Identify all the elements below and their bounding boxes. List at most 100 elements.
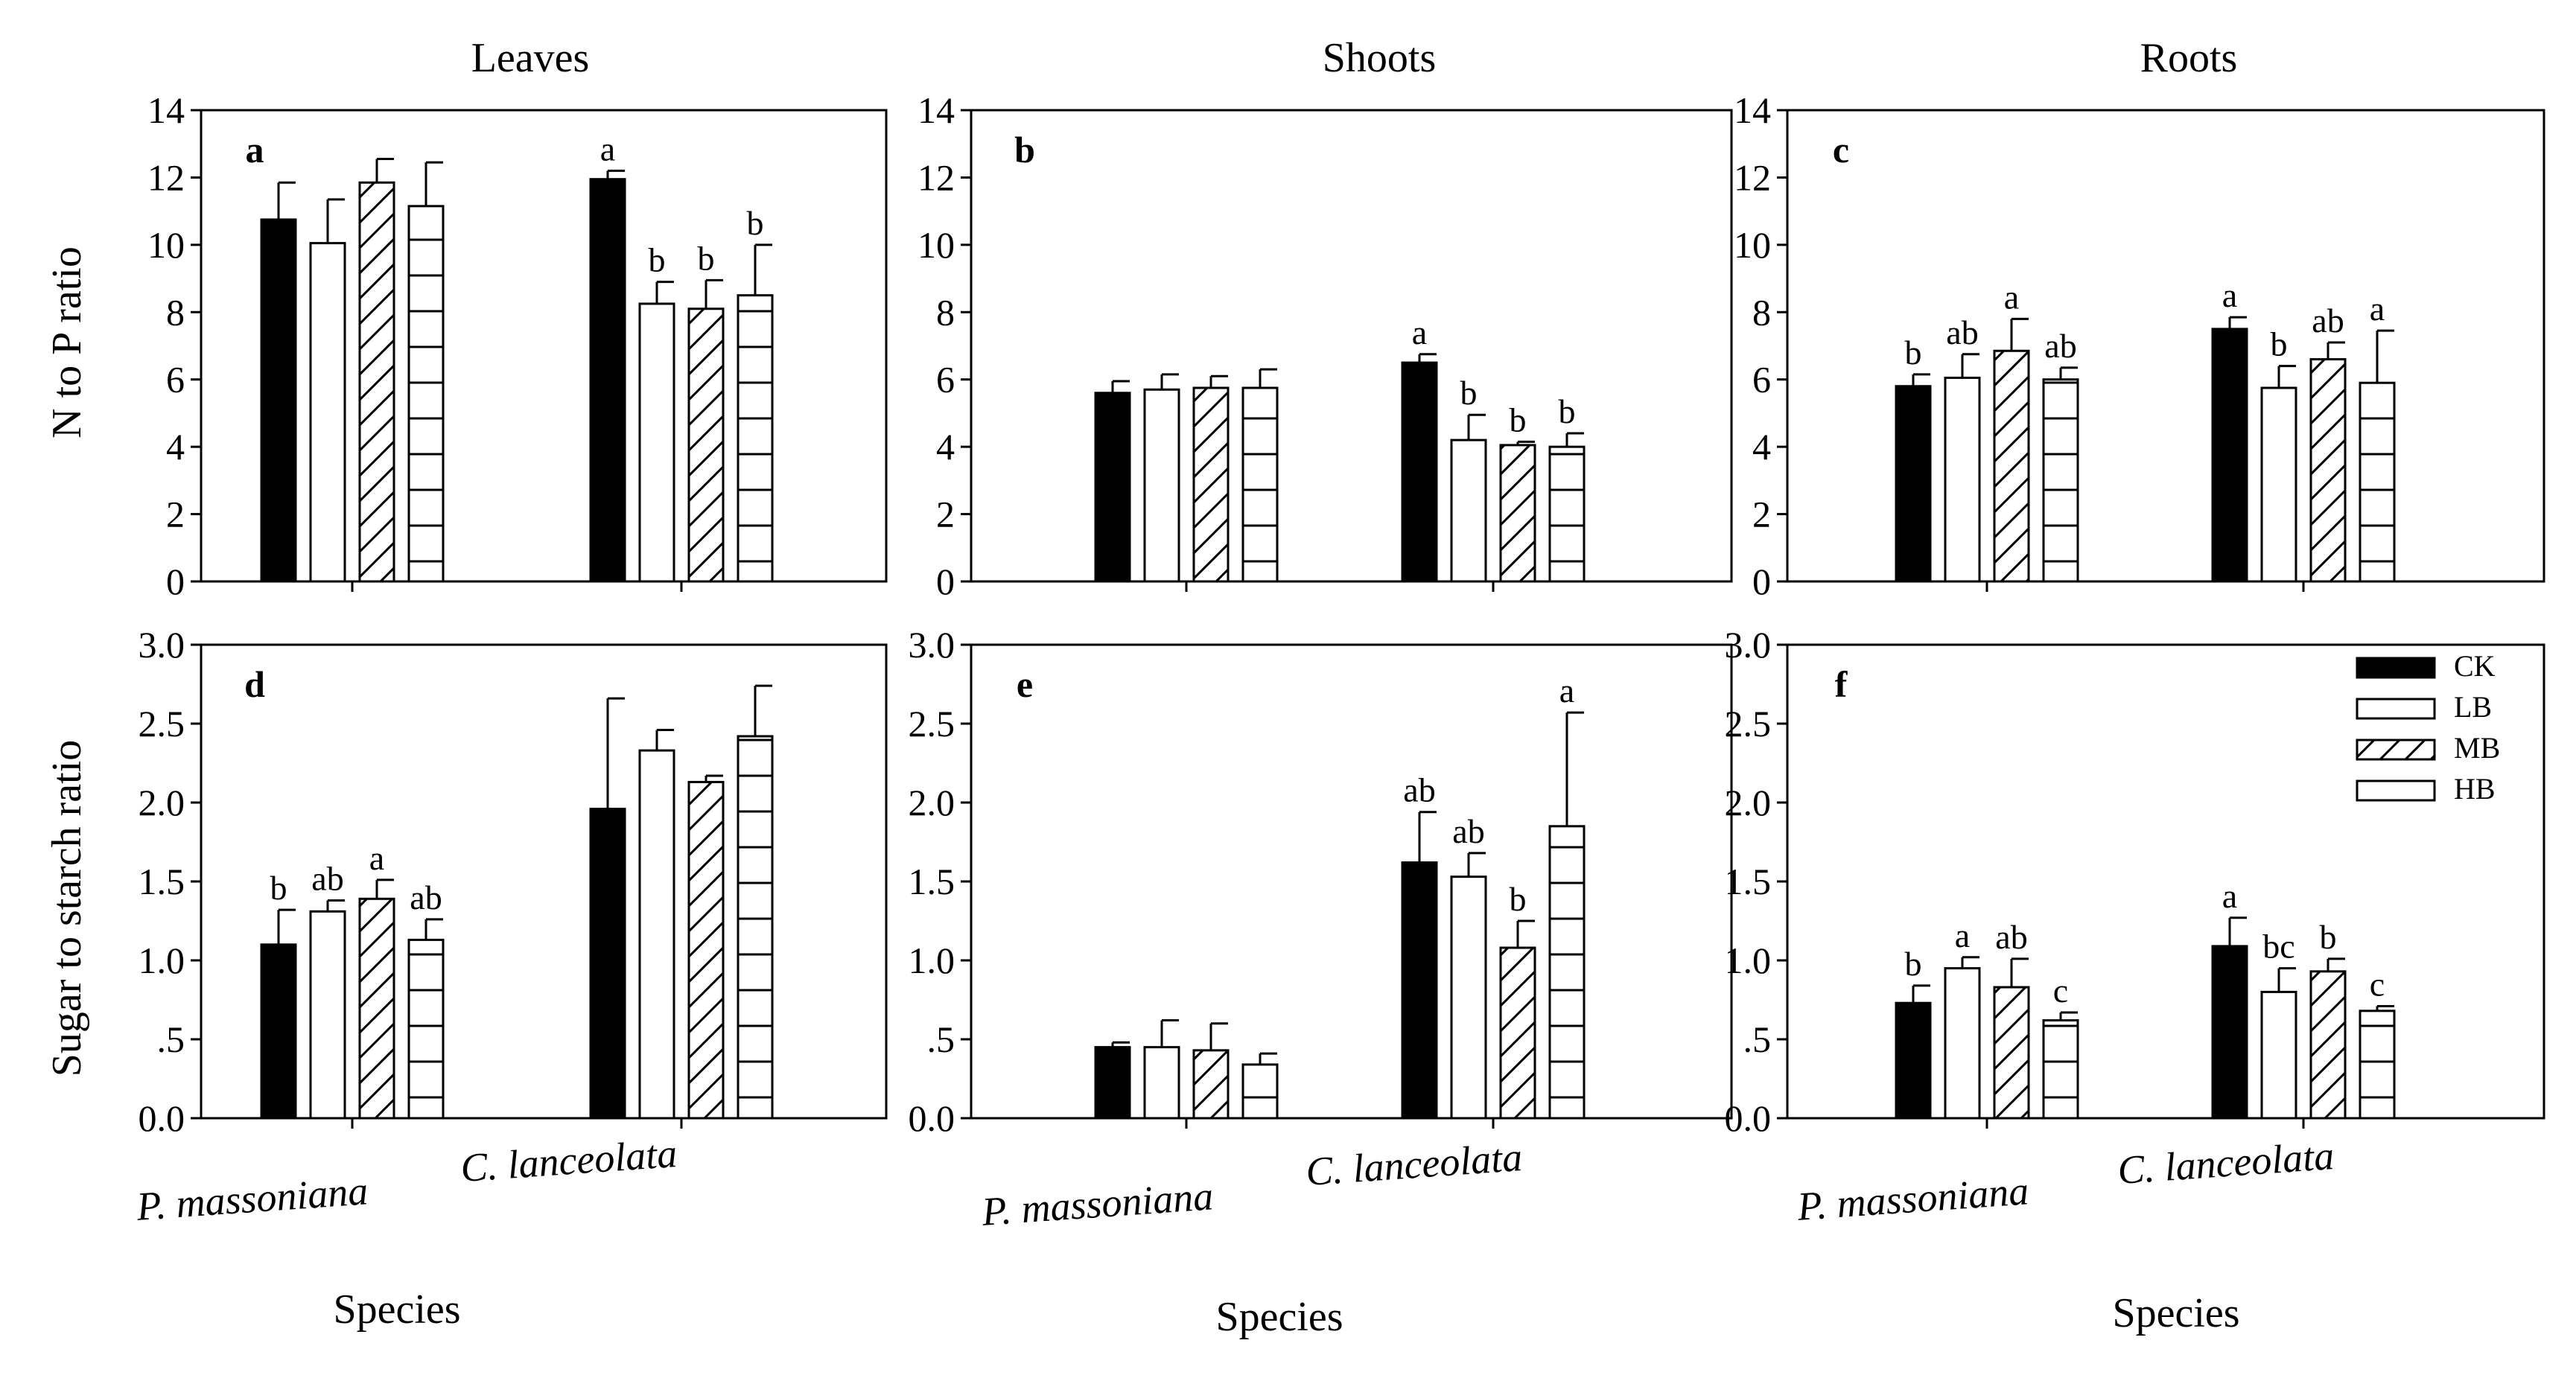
y-tick-label: 4 xyxy=(936,426,955,468)
legend-swatch-mb xyxy=(2356,739,2436,761)
significance-label: c xyxy=(2370,965,2385,1003)
bar-hb xyxy=(737,294,774,583)
species-label: P. massoniana xyxy=(980,1173,1215,1234)
legend-label-hb: HB xyxy=(2454,772,2496,806)
significance-label: b xyxy=(270,869,287,907)
significance-label: b xyxy=(747,204,764,242)
bar-lb xyxy=(2260,386,2297,583)
bar-lb xyxy=(1143,388,1180,583)
x-axis-title-leaves: Species xyxy=(333,1286,460,1333)
plot-frame xyxy=(200,109,888,583)
bar-mb xyxy=(687,307,725,583)
bar-hb xyxy=(1241,1063,1279,1120)
y-tick-label: 0.0 xyxy=(139,1097,185,1139)
y-tick-label: 0.0 xyxy=(1725,1097,1772,1139)
significance-label: a xyxy=(2222,877,2237,915)
bar-hb xyxy=(1548,445,1586,583)
y-tick-label: .5 xyxy=(1743,1018,1772,1060)
legend-label-mb: MB xyxy=(2454,731,2500,765)
panel-letter-f: f xyxy=(1835,663,1848,705)
panel-letter-c: c xyxy=(1833,129,1849,170)
significance-label: a xyxy=(369,839,384,877)
panel-letter-a: a xyxy=(246,129,264,170)
plot-frame xyxy=(970,643,1733,1120)
bar-hb xyxy=(737,735,774,1120)
column-title-leaves: Leaves xyxy=(471,35,590,81)
significance-label: a xyxy=(2222,276,2237,314)
y-tick-label: 3.0 xyxy=(909,624,955,666)
y-tick-label: 2.5 xyxy=(909,703,955,744)
y-tick-label: 4 xyxy=(1752,426,1771,468)
x-axis-title-roots: Species xyxy=(2112,1290,2239,1336)
significance-label: a xyxy=(2004,278,2019,316)
y-tick-label: 12 xyxy=(1734,156,1771,198)
y-tick-label: 10 xyxy=(1734,224,1771,266)
y-tick-label: 8 xyxy=(936,291,955,333)
bar-ck xyxy=(1401,361,1438,583)
bar-lb xyxy=(309,910,346,1120)
bar-lb xyxy=(1143,1046,1180,1120)
y-tick-label: 8 xyxy=(166,291,185,333)
significance-label: b xyxy=(1510,880,1527,918)
bar-mb xyxy=(1192,1049,1230,1120)
y-tick-label: 3.0 xyxy=(139,624,185,666)
plot-frame xyxy=(970,109,1733,583)
significance-label: ab xyxy=(1946,313,1978,351)
bar-hb xyxy=(407,938,445,1120)
significance-label: a xyxy=(2370,290,2385,328)
bar-ck xyxy=(1094,1046,1131,1120)
bar-lb xyxy=(2260,990,2297,1120)
column-title-shoots: Shoots xyxy=(1323,35,1437,81)
y-tick-label: 6 xyxy=(166,359,185,401)
y-tick-label: 4 xyxy=(166,426,185,468)
y-tick-label: 2.5 xyxy=(139,703,185,744)
y-tick-label: 0 xyxy=(166,561,185,602)
y-tick-label: 2.5 xyxy=(1725,703,1772,744)
bar-ck xyxy=(1895,385,1932,583)
bar-hb xyxy=(1548,825,1586,1120)
y-tick-label: 12 xyxy=(147,156,185,198)
legend: CK LB MB HB xyxy=(2356,649,2500,806)
significance-label: ab xyxy=(410,878,442,916)
bar-ck xyxy=(260,218,297,583)
y-tick-label: 1.5 xyxy=(1725,861,1772,902)
legend-label-ck: CK xyxy=(2454,649,2496,683)
y-tick-label: 0.0 xyxy=(909,1097,955,1139)
plot-frame xyxy=(200,643,888,1120)
y-tick-label: 2 xyxy=(166,494,185,535)
significance-label: ab xyxy=(311,859,343,897)
bar-ck xyxy=(2211,328,2248,583)
significance-label: b xyxy=(698,239,715,277)
y-tick-label: 1.0 xyxy=(909,940,955,981)
bar-mb xyxy=(687,780,725,1120)
significance-label: a xyxy=(1559,672,1574,709)
species-label: C. lanceolata xyxy=(459,1131,678,1190)
species-label: C. lanceolata xyxy=(1305,1135,1524,1194)
significance-label: b xyxy=(1559,392,1576,430)
bar-mb xyxy=(1499,444,1536,583)
species-label: P. massoniana xyxy=(135,1168,369,1229)
bar-ck xyxy=(1094,392,1131,583)
bar-hb xyxy=(2042,378,2079,583)
y-tick-label: 1.0 xyxy=(1725,940,1772,981)
bar-lb xyxy=(1450,438,1487,583)
significance-label: ab xyxy=(1995,918,2027,956)
y-tick-label: .5 xyxy=(927,1018,955,1060)
bar-mb xyxy=(358,897,395,1120)
y-tick-label: .5 xyxy=(157,1018,185,1060)
bar-mb xyxy=(1499,946,1536,1120)
bar-lb xyxy=(1450,876,1487,1120)
y-tick-label: 14 xyxy=(917,89,955,131)
significance-label: a xyxy=(600,130,615,168)
y-tick-label: 10 xyxy=(147,224,185,266)
significance-label: a xyxy=(1412,313,1427,351)
plot-frame xyxy=(1786,109,2545,583)
bar-lb xyxy=(638,302,675,583)
y-tick-label: 1.0 xyxy=(139,940,185,981)
significance-label: b xyxy=(2320,918,2337,956)
significance-label: b xyxy=(1510,401,1527,438)
y-tick-label: 2 xyxy=(1752,494,1771,535)
y-tick-label: 12 xyxy=(917,156,955,198)
